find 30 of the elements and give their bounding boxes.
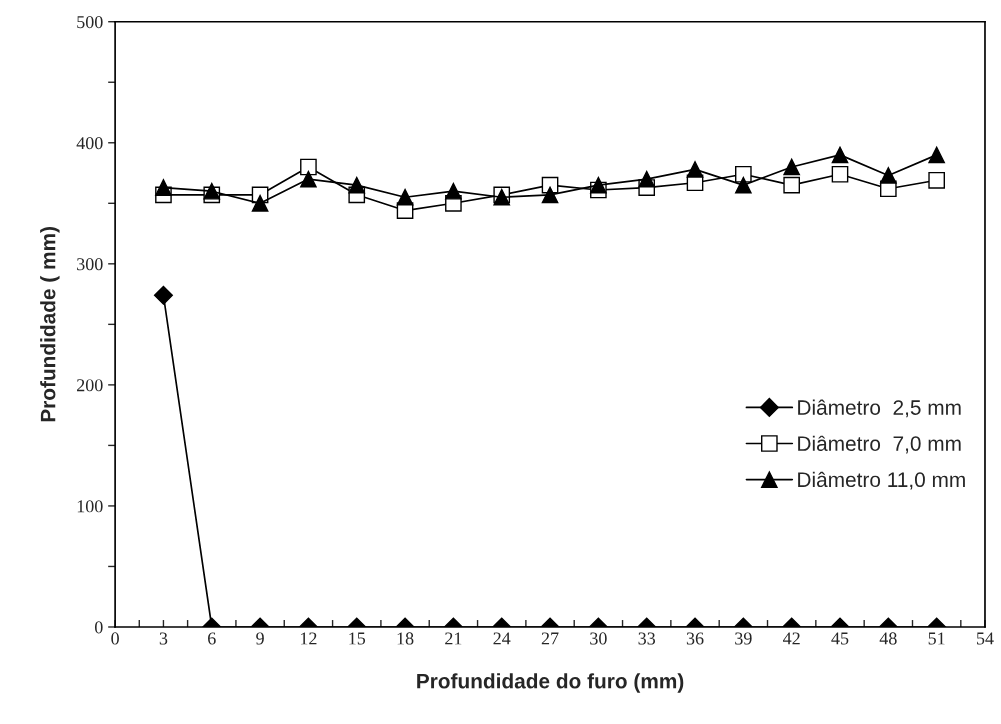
x-tick-label: 6 [208,632,216,645]
x-tick-label: 0 [111,632,119,645]
x-tick-label: 36 [686,632,704,645]
y-tick-label: 400 [76,137,103,150]
x-tick-label: 3 [159,632,168,645]
x-axis-title: Profundidade do furo (mm) [417,673,684,693]
x-tick-label: 27 [541,632,559,645]
x-tick-label: 48 [879,632,897,645]
x-tick-label: 15 [349,632,366,645]
x-tick-label: 21 [445,632,462,645]
y-axis-title: Profundidade ( mm) [40,227,60,422]
legend-label: Diâmetro 11,0 mm [798,471,965,490]
y-tick-label: 100 [77,500,103,513]
x-tick-label: 54 [977,632,994,645]
y-tick-label: 300 [77,258,103,271]
x-tick-label: 39 [735,632,752,645]
x-tick-label: 30 [590,632,607,645]
x-tick-label: 12 [300,632,317,645]
x-tick-label: 42 [783,632,800,645]
y-tick-label: 500 [77,15,103,29]
legend-label: Diâmetro 7,0 mm [798,435,961,454]
x-tick-label: 45 [831,632,849,645]
x-tick-label: 18 [397,632,414,645]
x-tick-label: 9 [256,632,264,645]
x-tick-label: 33 [638,632,656,645]
legend-label: Diâmetro 2,5 mm [798,399,961,418]
x-tick-label: 24 [493,632,511,645]
y-tick-label: 0 [94,621,103,634]
x-tick-label: 51 [928,632,945,645]
y-tick-label: 200 [77,379,103,392]
